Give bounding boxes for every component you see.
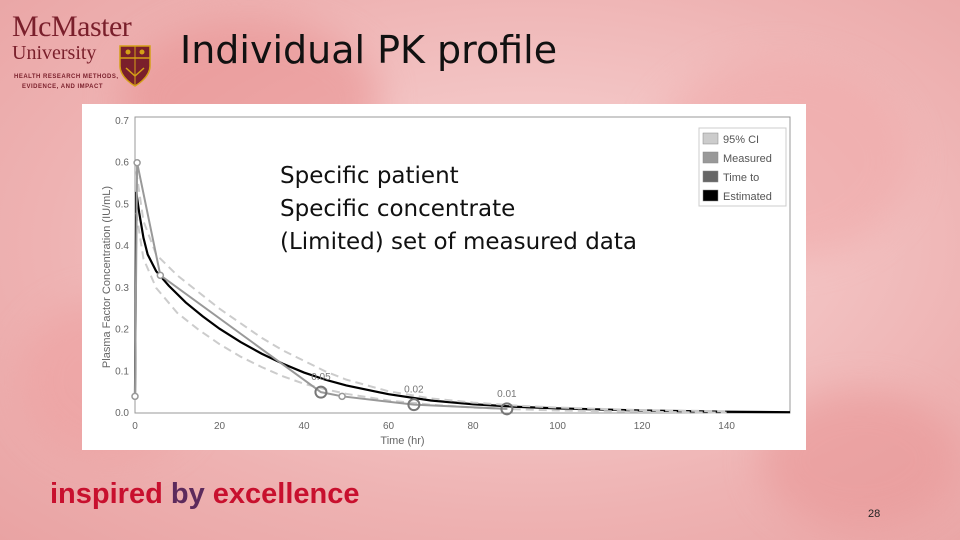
measured-point: [133, 158, 141, 167]
mcmaster-logo: McMaster University HEALTH RESEARCH METH…: [8, 8, 158, 92]
plot-area: [134, 116, 791, 414]
legend-swatch: [702, 170, 719, 183]
legend-label: 95% CI: [723, 134, 759, 146]
measured-point: [156, 271, 165, 280]
tagline-by: by: [170, 478, 213, 510]
overlay-line-measured: (Limited) set of measured data: [280, 229, 637, 255]
logo-name: McMaster: [12, 10, 132, 43]
time-to-label: 0.01: [497, 389, 517, 400]
y-axis-label: Plasma Factor Concentration (IU/mL): [101, 186, 113, 368]
y-tick-label: 0.2: [115, 325, 129, 336]
time-to-point: [314, 385, 328, 399]
overlay-line-patient: Specific patient: [280, 163, 459, 189]
legend-swatch: [702, 151, 719, 164]
x-tick-label: 120: [634, 421, 651, 432]
pk-chart-svg: 0.0 0.1 0.2 0.3 0.4 0.5 0.6 0.7 0 20 40 60 80 100 120 1…: [101, 116, 791, 447]
x-tick-label: 100: [549, 421, 566, 432]
overlay-text: Specific patient Specific concentrate (L…: [280, 160, 637, 259]
slide-title: Individual PK profile: [180, 28, 558, 72]
x-tick-label: 0: [132, 421, 138, 432]
x-axis-label: Time (hr): [380, 435, 424, 447]
measured-point: [131, 392, 139, 401]
x-tick-label: 140: [718, 421, 735, 432]
legend-label: Time to: [723, 172, 759, 184]
logo-subtitle-line1: HEALTH RESEARCH METHODS,: [14, 74, 119, 80]
x-tick-label: 20: [214, 421, 226, 432]
logo-university: University: [12, 42, 97, 64]
time-to-label: 0.05: [311, 372, 331, 383]
logo-subtitle-line2: EVIDENCE, AND IMPACT: [22, 84, 104, 90]
tagline-inspired: inspired: [50, 478, 171, 510]
page-number: 28: [868, 508, 881, 520]
y-tick-label: 0.4: [115, 241, 129, 252]
x-tick-label: 40: [298, 421, 310, 432]
series-line-95-ci: [135, 212, 727, 414]
y-tick-label: 0.7: [115, 116, 129, 127]
crest-icon: [119, 45, 151, 87]
legend-swatch: [702, 189, 719, 202]
x-tick-label: 60: [383, 421, 395, 432]
tagline-excellence: excellence: [212, 478, 360, 510]
y-tick-label: 0.1: [115, 366, 129, 377]
legend-label: Measured: [723, 153, 772, 165]
legend-swatch: [702, 132, 719, 145]
time-to-point: [407, 398, 421, 412]
y-tick-label: 0.3: [115, 283, 129, 294]
measured-point: [338, 392, 346, 401]
x-tick-label: 80: [468, 421, 480, 432]
time-to-point: [500, 402, 514, 416]
time-to-label: 0.02: [404, 385, 424, 396]
y-tick-label: 0.0: [115, 408, 129, 419]
y-tick-label: 0.6: [115, 158, 129, 169]
series-line-estimated: [133, 191, 791, 414]
tagline: inspired by excellence: [50, 478, 360, 511]
legend-label: Estimated: [723, 191, 772, 203]
series-line-95-ci: [135, 170, 727, 413]
pk-chart: 0.0 0.1 0.2 0.3 0.4 0.5 0.6 0.7 0 20 40 60 80 100 120 1…: [82, 104, 806, 450]
y-tick-label: 0.5: [115, 199, 129, 210]
overlay-line-concentrate: Specific concentrate: [280, 196, 516, 222]
